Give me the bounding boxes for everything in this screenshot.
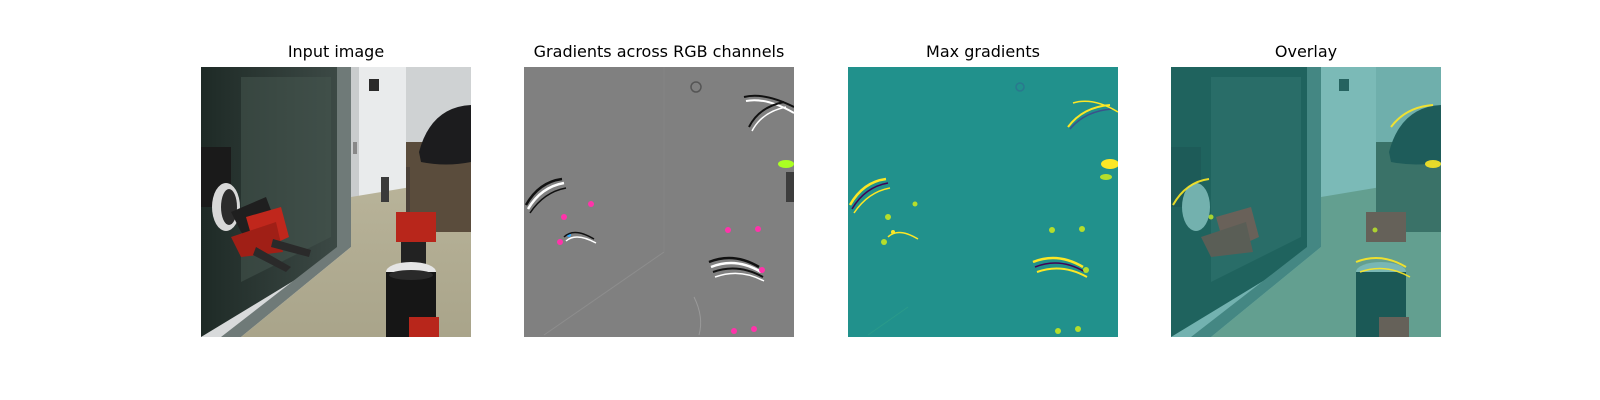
panel-max-gradients: Max gradients — [848, 0, 1118, 400]
panel-title: Input image — [287, 42, 385, 61]
panel-title: Overlay — [1274, 42, 1338, 61]
overlay-photo — [1171, 67, 1441, 337]
panel-title: Gradients across RGB channels — [533, 42, 785, 61]
max-gradients-map — [848, 67, 1118, 337]
input-image — [201, 67, 471, 337]
gradients-rgb-map — [524, 67, 794, 337]
panel-input-image: Input image — [201, 0, 471, 400]
panel-overlay: Overlay — [1171, 0, 1441, 400]
input-photo — [201, 67, 471, 337]
panel-title: Max gradients — [926, 42, 1040, 61]
overlay-image — [1171, 67, 1441, 337]
gradients-rgb-image — [524, 67, 794, 337]
max-gradients-image — [848, 67, 1118, 337]
panel-gradients-rgb: Gradients across RGB channels — [524, 0, 794, 400]
